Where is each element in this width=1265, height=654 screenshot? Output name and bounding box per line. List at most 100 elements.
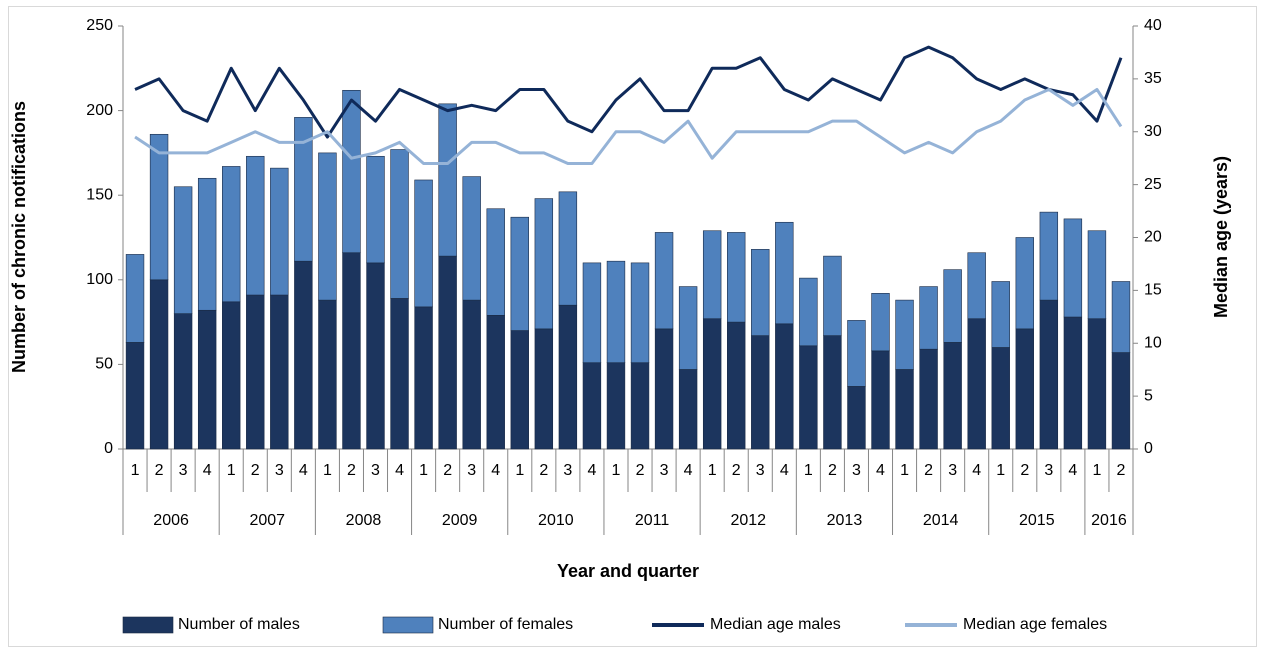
bar — [1087, 318, 1107, 450]
y2-tick-label: 30 — [1144, 123, 1162, 140]
x-tick-label: 1 — [419, 462, 428, 479]
x-tick-label: 2 — [347, 462, 356, 479]
bar — [630, 362, 650, 450]
x-tick-label: 3 — [467, 462, 476, 479]
x-tick-label: 3 — [852, 462, 861, 479]
bar — [943, 342, 962, 450]
bar — [727, 321, 746, 450]
bar — [775, 323, 794, 450]
bar — [1015, 328, 1034, 450]
bar — [967, 252, 986, 320]
bar — [799, 277, 818, 347]
x-tick-label: 4 — [203, 462, 212, 479]
bar — [366, 155, 385, 264]
bar — [871, 350, 890, 450]
x-tick-label: 4 — [299, 462, 308, 479]
bar — [222, 301, 241, 450]
y-axis-title: Number of chronic notifications — [9, 101, 29, 373]
bar — [678, 286, 698, 370]
bar — [1015, 237, 1034, 330]
x-tick-label: 3 — [756, 462, 765, 479]
legend-swatch — [382, 616, 434, 634]
x-tick-label: 1 — [323, 462, 332, 479]
bar — [751, 335, 770, 450]
bar — [486, 315, 505, 450]
bar — [197, 309, 217, 450]
x-tick-label: 4 — [876, 462, 885, 479]
bar — [438, 255, 457, 450]
y2-tick-label: 25 — [1144, 176, 1162, 193]
x-group-label: 2011 — [635, 512, 670, 529]
x-tick-label: 2 — [251, 462, 260, 479]
bar — [727, 232, 746, 323]
x-tick-label: 3 — [1044, 462, 1053, 479]
bar — [919, 348, 938, 450]
bar — [510, 216, 529, 331]
bar — [1063, 316, 1083, 450]
x-group-label: 2009 — [442, 512, 478, 529]
legend-label: Number of females — [438, 616, 573, 633]
y-tick-label: 150 — [86, 186, 113, 203]
bar — [318, 299, 337, 450]
y2-tick-label: 40 — [1144, 17, 1162, 34]
x-tick-label: 4 — [1068, 462, 1077, 479]
y2-tick-label: 35 — [1144, 70, 1162, 87]
bar — [967, 318, 986, 450]
bar — [486, 208, 505, 316]
y2-tick-label: 20 — [1144, 229, 1162, 246]
x-axis-title: Year and quarter — [557, 561, 699, 581]
legend-label: Median age females — [963, 616, 1107, 633]
bar — [534, 198, 554, 330]
bar — [414, 179, 433, 308]
bar — [462, 176, 481, 301]
bar — [823, 255, 842, 336]
bar — [125, 254, 145, 343]
y-tick-label: 50 — [95, 356, 113, 373]
bar — [895, 299, 914, 370]
y2-tick-label: 15 — [1144, 282, 1162, 299]
x-group-label: 2015 — [1019, 512, 1055, 529]
bar — [318, 152, 337, 301]
x-tick-label: 1 — [131, 462, 140, 479]
bar — [702, 318, 722, 450]
bar — [534, 328, 554, 450]
y2-tick-label: 10 — [1144, 334, 1162, 351]
bar — [1039, 299, 1059, 450]
bar — [775, 221, 794, 325]
bar — [414, 306, 433, 450]
y-tick-label: 100 — [86, 271, 113, 288]
x-group-label: 2007 — [249, 512, 285, 529]
x-tick-label: 2 — [924, 462, 933, 479]
x-tick-label: 1 — [708, 462, 717, 479]
bar — [462, 299, 481, 450]
bar — [1039, 211, 1059, 301]
bar — [342, 252, 361, 450]
bar — [823, 335, 842, 450]
bar — [149, 279, 169, 450]
bar — [246, 155, 265, 296]
x-tick-label: 2 — [1117, 462, 1126, 479]
x-tick-label: 1 — [1092, 462, 1101, 479]
y-tick-label: 250 — [86, 17, 113, 34]
bar — [390, 149, 409, 299]
bar — [751, 249, 770, 336]
x-tick-label: 4 — [491, 462, 500, 479]
x-tick-label: 4 — [684, 462, 693, 479]
x-tick-label: 3 — [948, 462, 957, 479]
x-tick-label: 4 — [780, 462, 789, 479]
bar — [919, 286, 938, 350]
legend-label: Median age males — [710, 616, 841, 633]
x-group-label: 2014 — [923, 512, 959, 529]
x-tick-label: 1 — [804, 462, 813, 479]
x-tick-label: 2 — [539, 462, 548, 479]
x-group-label: 2012 — [730, 512, 766, 529]
x-tick-label: 2 — [636, 462, 645, 479]
bar — [702, 230, 722, 320]
line — [134, 45, 1123, 139]
bar — [1063, 218, 1083, 318]
legend-swatch — [122, 616, 174, 634]
bar — [606, 260, 626, 364]
y2-tick-label: 0 — [1144, 440, 1153, 457]
x-tick-label: 3 — [179, 462, 188, 479]
bar — [678, 369, 698, 450]
